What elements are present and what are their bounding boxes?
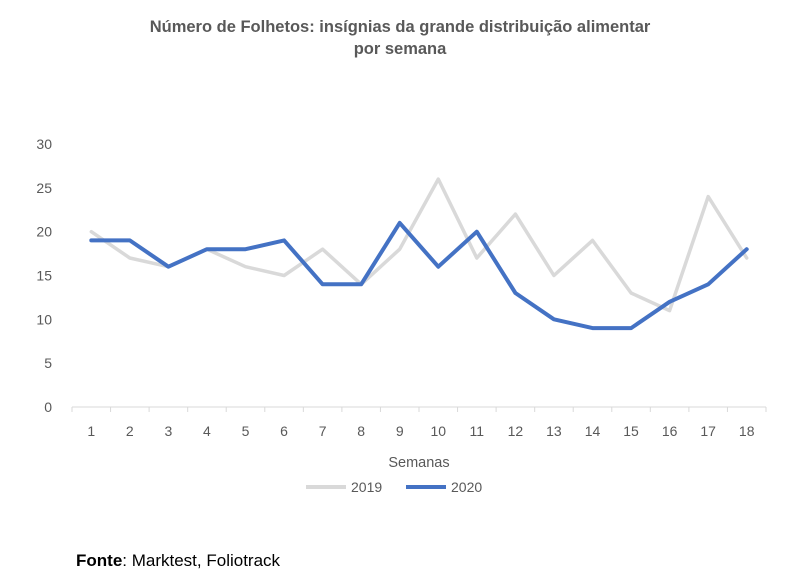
chart-title: Número de Folhetos: insígnias da grande …: [0, 16, 800, 60]
x-tick-label-17: 17: [700, 423, 716, 439]
x-tick-label-6: 6: [280, 423, 288, 439]
legend-label-2020: 2020: [451, 479, 482, 495]
series-layer: [89, 177, 749, 331]
y-tick-label-4: 20: [36, 224, 52, 240]
y-tick-label-3: 15: [36, 268, 52, 284]
x-tick-label-3: 3: [164, 423, 172, 439]
x-tick-label-11: 11: [470, 423, 485, 439]
x-axis-ticks: [71, 407, 767, 412]
chart-title-line-2: por semana: [353, 40, 447, 58]
x-tick-label-8: 8: [357, 423, 365, 439]
x-tick-label-18: 18: [739, 423, 755, 439]
x-tick-label-9: 9: [396, 423, 404, 439]
y-tick-label-2: 10: [36, 311, 52, 327]
x-tick-label-16: 16: [662, 423, 678, 439]
y-tick-label-6: 30: [36, 136, 52, 152]
y-tick-label-5: 25: [36, 180, 52, 196]
x-axis-tick-labels: 1 2 3 4 5 6 7 8 9 10 11 12 13 14 15 16 17 18: [87, 423, 754, 439]
y-tick-label-1: 5: [44, 355, 52, 371]
x-tick-label-5: 5: [242, 423, 250, 439]
x-tick-label-13: 13: [546, 423, 562, 439]
x-tick-label-2: 2: [126, 423, 134, 439]
source-text: : Marktest, Foliotrack: [122, 551, 281, 570]
x-axis-title: Semanas: [388, 455, 449, 471]
source-label: Fonte: [76, 551, 123, 570]
y-axis-tick-labels: 0 5 10 15 20 25 30: [36, 136, 52, 415]
x-tick-label-10: 10: [430, 423, 446, 439]
source-note: Fonte: Marktest, Foliotrack: [76, 551, 280, 571]
legend-label-2019: 2019: [351, 479, 382, 495]
x-tick-label-12: 12: [508, 423, 524, 439]
x-tick-label-4: 4: [203, 423, 211, 439]
x-tick-label-7: 7: [319, 423, 327, 439]
legend: 2019 2020: [306, 479, 482, 495]
series-line-2020: [89, 220, 749, 331]
chart-title-line-1: Número de Folhetos: insígnias da grande …: [149, 18, 651, 36]
x-tick-label-15: 15: [623, 423, 639, 439]
x-tick-label-14: 14: [585, 423, 601, 439]
y-tick-label-0: 0: [44, 399, 52, 415]
x-tick-label-1: 1: [87, 423, 95, 439]
